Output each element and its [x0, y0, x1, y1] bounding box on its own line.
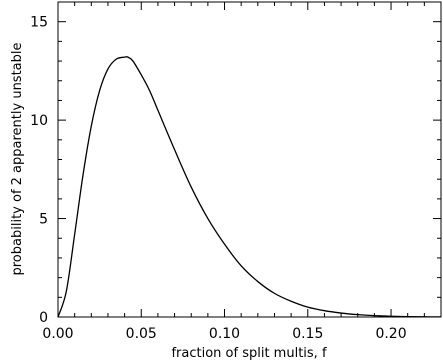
series-line	[57, 56, 442, 318]
x-tick-label: 0.05	[126, 326, 157, 342]
x-axis-title: fraction of split multis, f	[171, 346, 326, 361]
x-tick-label: 0.20	[375, 326, 406, 342]
x-tick-label: 0.15	[292, 326, 323, 342]
plot-frame	[57, 1, 442, 318]
y-axis-title: probability of 2 apparently unstable	[10, 42, 25, 275]
x-tick-label: 0.00	[42, 326, 73, 342]
y-tick-label: 0	[39, 310, 48, 326]
y-tick-label: 10	[30, 113, 48, 129]
y-tick-label: 15	[30, 15, 48, 31]
series-layer	[57, 56, 442, 318]
x-tick-label: 0.10	[209, 326, 240, 342]
y-tick-label: 5	[39, 212, 48, 228]
y-ticks: 0 5 10 15	[30, 1, 441, 326]
x-ticks: 0.00 0.05 0.10 0.15 0.20	[42, 2, 442, 342]
